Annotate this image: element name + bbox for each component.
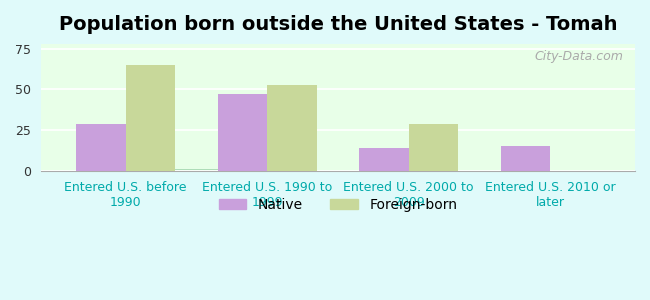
Text: City-Data.com: City-Data.com xyxy=(534,50,623,63)
Bar xyxy=(125,65,175,171)
Bar xyxy=(218,94,267,171)
Title: Population born outside the United States - Tomah: Population born outside the United State… xyxy=(58,15,617,34)
Bar xyxy=(359,148,409,171)
Legend: Native, Foreign-born: Native, Foreign-born xyxy=(213,192,463,217)
Bar xyxy=(409,124,458,171)
Bar xyxy=(267,85,317,171)
Bar xyxy=(500,146,550,171)
Bar xyxy=(76,124,125,171)
